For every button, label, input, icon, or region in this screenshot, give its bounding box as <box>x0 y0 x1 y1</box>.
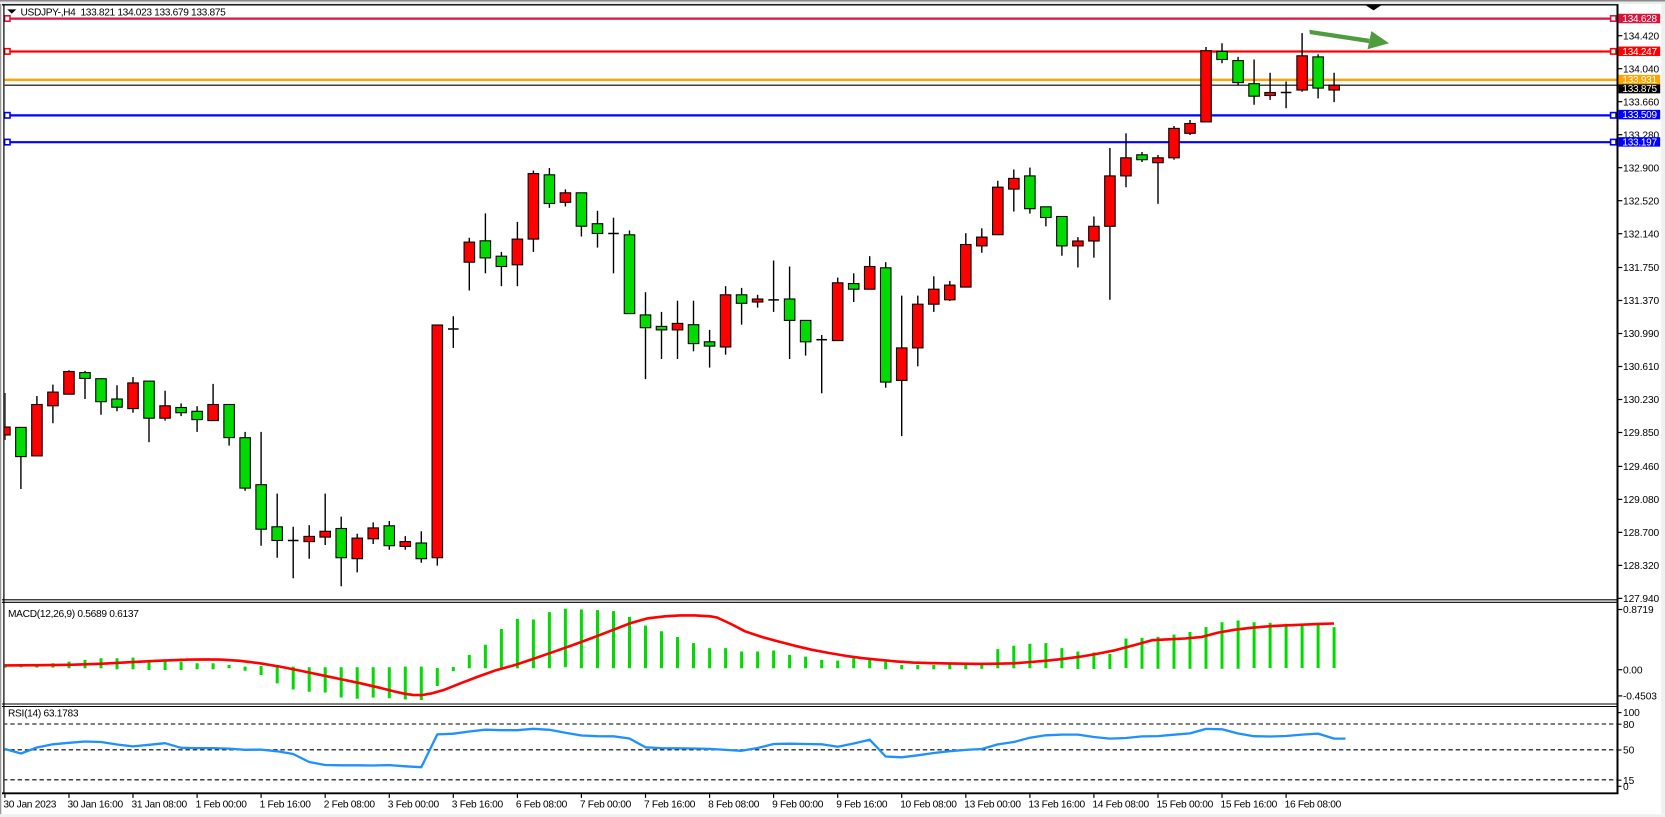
svg-text:134.628: 134.628 <box>1622 14 1657 25</box>
svg-text:31 Jan 08:00: 31 Jan 08:00 <box>132 799 188 810</box>
svg-text:30 Jan 2023: 30 Jan 2023 <box>3 799 56 810</box>
svg-text:6 Feb 08:00: 6 Feb 08:00 <box>516 799 568 810</box>
svg-text:134.040: 134.040 <box>1623 64 1660 75</box>
svg-text:13 Feb 16:00: 13 Feb 16:00 <box>1028 799 1085 810</box>
svg-text:3 Feb 16:00: 3 Feb 16:00 <box>452 799 504 810</box>
svg-text:MACD(12,26,9) 0.5689 0.6137: MACD(12,26,9) 0.5689 0.6137 <box>8 609 139 620</box>
svg-text:129.850: 129.850 <box>1623 428 1660 439</box>
svg-text:14 Feb 08:00: 14 Feb 08:00 <box>1092 799 1149 810</box>
svg-text:130.990: 130.990 <box>1623 329 1660 340</box>
svg-text:128.700: 128.700 <box>1623 528 1660 539</box>
svg-text:RSI(14) 63.1783: RSI(14) 63.1783 <box>8 709 79 720</box>
svg-text:USDJPY-,H4 133.821 134.023 13: USDJPY-,H4 133.821 134.023 133.679 133.8… <box>21 7 227 18</box>
svg-text:9 Feb 00:00: 9 Feb 00:00 <box>772 799 824 810</box>
svg-text:134.420: 134.420 <box>1623 31 1660 42</box>
svg-text:133.197: 133.197 <box>1622 137 1657 148</box>
svg-text:15 Feb 16:00: 15 Feb 16:00 <box>1221 799 1278 810</box>
svg-text:133.660: 133.660 <box>1623 97 1660 108</box>
svg-text:133.280: 133.280 <box>1623 130 1660 141</box>
svg-text:129.080: 129.080 <box>1623 495 1660 506</box>
svg-text:10 Feb 08:00: 10 Feb 08:00 <box>900 799 957 810</box>
svg-text:0.00: 0.00 <box>1623 665 1643 676</box>
svg-text:0.8719: 0.8719 <box>1623 605 1654 616</box>
svg-text:1 Feb 16:00: 1 Feb 16:00 <box>260 799 312 810</box>
svg-text:13 Feb 00:00: 13 Feb 00:00 <box>964 799 1021 810</box>
svg-text:127.940: 127.940 <box>1623 594 1660 605</box>
svg-text:131.370: 131.370 <box>1623 296 1660 307</box>
svg-text:80: 80 <box>1623 720 1635 731</box>
svg-text:130.610: 130.610 <box>1623 362 1660 373</box>
svg-text:100: 100 <box>1623 708 1640 719</box>
svg-text:132.900: 132.900 <box>1623 163 1660 174</box>
svg-text:15: 15 <box>1623 776 1635 787</box>
svg-text:7 Feb 16:00: 7 Feb 16:00 <box>644 799 696 810</box>
svg-text:0: 0 <box>1623 782 1629 793</box>
svg-text:2 Feb 08:00: 2 Feb 08:00 <box>324 799 376 810</box>
svg-text:134.247: 134.247 <box>1622 47 1657 58</box>
svg-text:8 Feb 08:00: 8 Feb 08:00 <box>708 799 760 810</box>
svg-text:9 Feb 16:00: 9 Feb 16:00 <box>836 799 888 810</box>
svg-text:130.230: 130.230 <box>1623 395 1660 406</box>
svg-text:131.750: 131.750 <box>1623 263 1660 274</box>
svg-text:50: 50 <box>1623 746 1635 757</box>
svg-text:30 Jan 16:00: 30 Jan 16:00 <box>68 799 124 810</box>
svg-text:129.460: 129.460 <box>1623 462 1660 473</box>
svg-text:7 Feb 00:00: 7 Feb 00:00 <box>580 799 632 810</box>
svg-text:133.875: 133.875 <box>1622 84 1657 95</box>
svg-text:3 Feb 00:00: 3 Feb 00:00 <box>388 799 440 810</box>
svg-text:132.140: 132.140 <box>1623 229 1660 240</box>
svg-text:-0.4503: -0.4503 <box>1623 692 1657 703</box>
svg-text:1 Feb 00:00: 1 Feb 00:00 <box>196 799 248 810</box>
svg-text:15 Feb 00:00: 15 Feb 00:00 <box>1157 799 1214 810</box>
svg-text:132.520: 132.520 <box>1623 196 1660 207</box>
svg-text:128.320: 128.320 <box>1623 561 1660 572</box>
svg-text:16 Feb 08:00: 16 Feb 08:00 <box>1285 799 1342 810</box>
svg-text:133.931: 133.931 <box>1622 75 1657 86</box>
svg-text:133.509: 133.509 <box>1622 110 1657 121</box>
